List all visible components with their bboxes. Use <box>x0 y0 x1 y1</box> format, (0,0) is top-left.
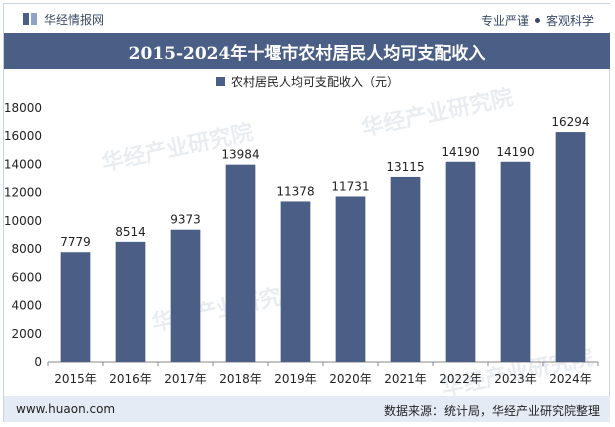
brand-logo-icon <box>23 13 37 25</box>
data-label: 16294 <box>551 115 589 129</box>
bar-2017年 <box>170 229 201 362</box>
x-tick-label: 2017年 <box>164 372 207 386</box>
x-tick-label: 2024年 <box>549 372 592 386</box>
bar-2024年 <box>555 132 586 362</box>
x-tick-label: 2022年 <box>439 372 482 386</box>
y-tick-label: 4000 <box>11 299 42 313</box>
bar-2023年 <box>500 161 531 362</box>
y-tick-label: 0 <box>34 355 42 369</box>
bar-2015年 <box>60 252 91 362</box>
y-tick-label: 2000 <box>11 327 42 341</box>
x-tick-label: 2015年 <box>54 372 97 386</box>
y-tick-label: 8000 <box>11 242 42 256</box>
x-tick-label: 2019年 <box>274 372 317 386</box>
data-label: 14190 <box>496 145 534 159</box>
y-tick-label: 10000 <box>4 214 42 228</box>
brand-name: 华经情报网 <box>44 12 105 27</box>
bar-2016年 <box>115 241 146 362</box>
y-tick-label: 18000 <box>4 101 42 115</box>
data-label: 14190 <box>441 145 479 159</box>
x-tick-label: 2021年 <box>384 372 427 386</box>
slogan: 专业严谨 客观科学 <box>481 12 594 29</box>
bar-2019年 <box>280 201 311 362</box>
footer-site[interactable]: www.huaon.com <box>16 402 116 416</box>
data-label: 13115 <box>386 160 424 174</box>
bar-2021年 <box>390 176 421 362</box>
data-label: 7779 <box>60 235 91 249</box>
y-tick-label: 6000 <box>11 270 42 284</box>
legend-label: 农村居民人均可支配收入（元） <box>230 74 399 89</box>
data-label: 13984 <box>221 148 259 162</box>
footer: www.huaon.com 数据来源：统计局，华经产业研究院整理 <box>4 396 610 422</box>
bar-2018年 <box>225 164 256 362</box>
chart-title: 2015-2024年十堰市农村居民人均可支配收入 <box>4 33 610 69</box>
y-tick-label: 12000 <box>4 186 42 200</box>
x-tick-label: 2023年 <box>494 372 537 386</box>
footer-source: 数据来源：统计局，华经产业研究院整理 <box>383 404 600 418</box>
chart-legend: 农村居民人均可支配收入（元） <box>0 72 615 90</box>
y-tick-label: 14000 <box>4 157 42 171</box>
data-label: 8514 <box>115 225 146 239</box>
x-tick-label: 2016年 <box>109 372 152 386</box>
top-bar: 华经情报网 专业严谨 客观科学 <box>4 4 610 32</box>
legend-swatch <box>215 76 225 86</box>
y-tick-label: 16000 <box>4 129 42 143</box>
brand[interactable]: 华经情报网 <box>22 11 104 27</box>
data-label: 9373 <box>170 213 201 227</box>
data-label: 11731 <box>331 179 369 193</box>
bar-2022年 <box>445 161 476 362</box>
x-tick-label: 2020年 <box>329 372 372 386</box>
x-tick-label: 2018年 <box>219 372 262 386</box>
bar-2020年 <box>335 196 366 362</box>
data-label: 11378 <box>276 184 314 198</box>
slogan-left: 专业严谨 <box>480 14 529 28</box>
slogan-right: 客观科学 <box>545 14 594 28</box>
slogan-dot-icon <box>534 18 540 23</box>
